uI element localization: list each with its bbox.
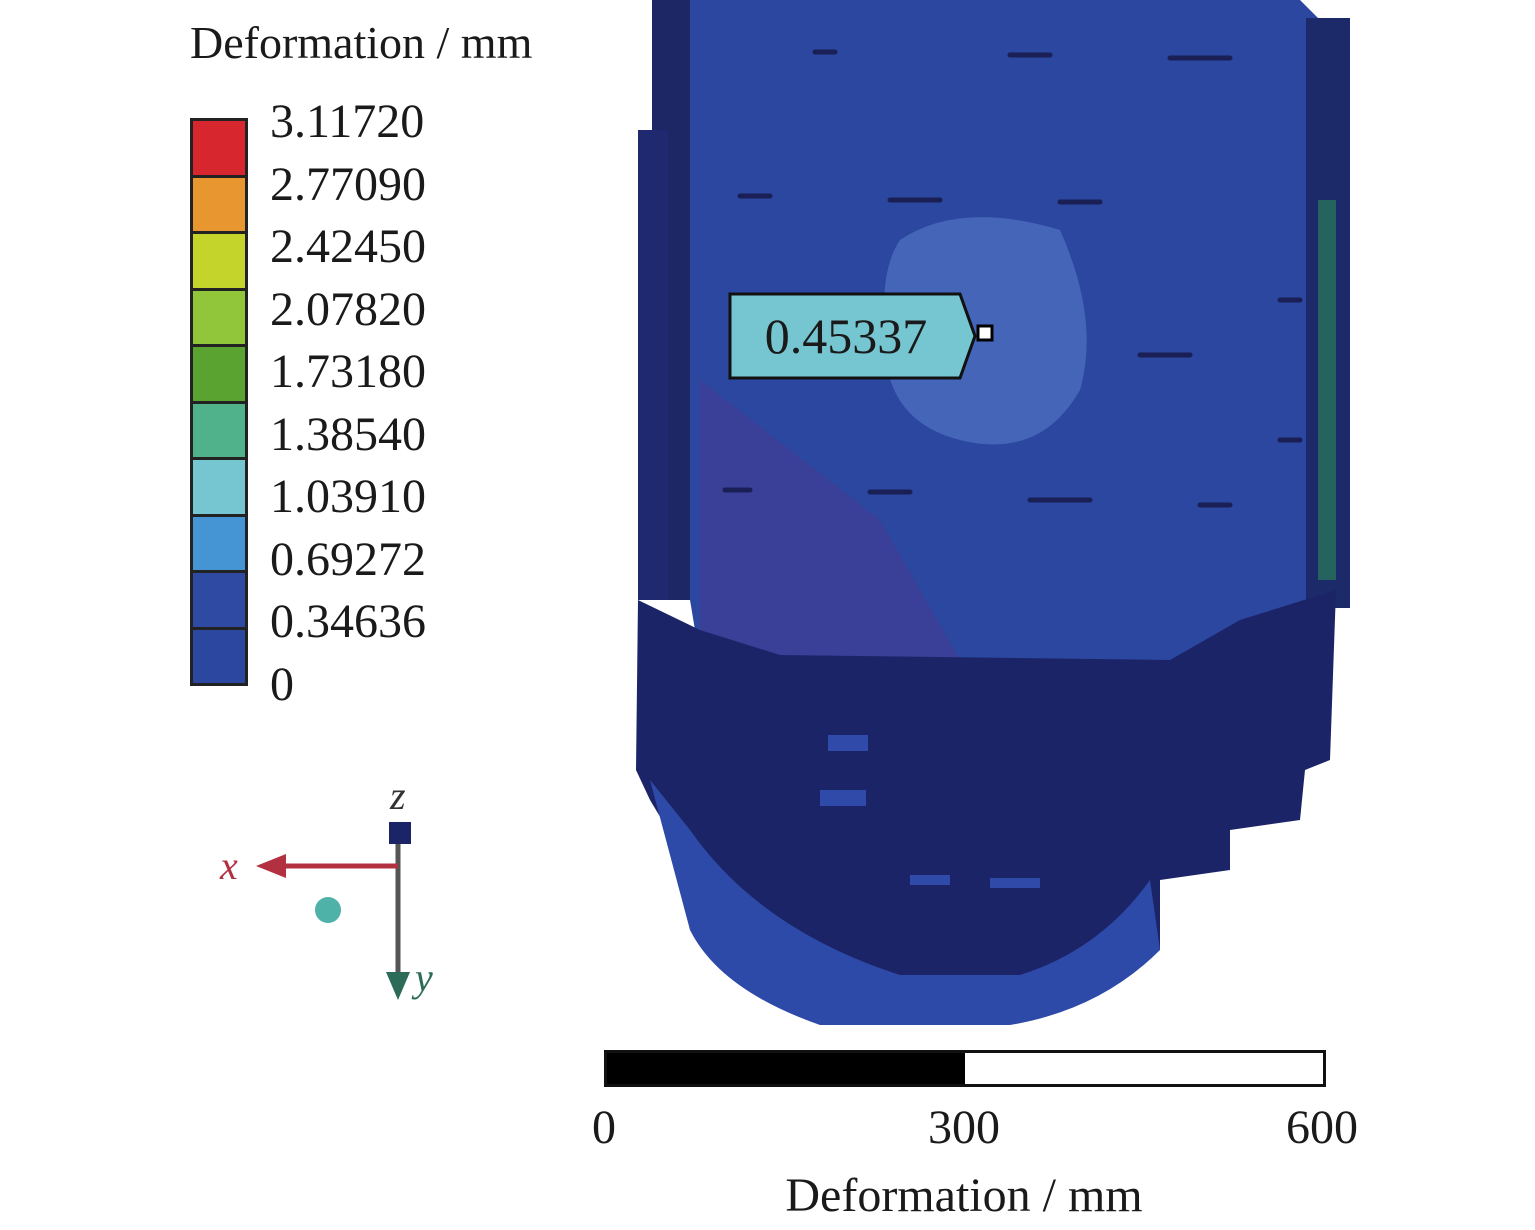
legend-tick-label: 0.34636 [270, 595, 426, 648]
colorbar-swatch [193, 347, 245, 404]
legend-tick-label: 1.03910 [270, 470, 426, 523]
colorbar-swatch [193, 403, 245, 460]
scale-tick-0: 0 [592, 1101, 616, 1154]
colorbar [190, 118, 248, 686]
z-axis-head [389, 822, 411, 844]
legend-tick-label: 0 [270, 657, 294, 711]
legend-tick-label: 1.38540 [270, 407, 426, 461]
probe-value: 0.45337 [764, 308, 928, 364]
colorbar-swatch [193, 629, 245, 683]
legend-tick-label: 2.42450 [270, 220, 426, 273]
legend-tick-label: 3.11720 [270, 95, 425, 148]
scale-tick-600: 600 [1286, 1101, 1358, 1154]
colorbar-swatch [193, 234, 245, 291]
legend-tick-label: 0.69272 [270, 532, 426, 586]
model-body [636, 0, 1350, 1025]
y-axis-arrow [386, 972, 410, 1000]
colorbar-swatch [193, 516, 245, 573]
z-axis-label: z [390, 773, 406, 818]
origin-sphere [315, 897, 341, 923]
probe-marker [976, 324, 994, 342]
legend-tick-label: 2.77090 [270, 157, 426, 211]
legend-title: Deformation / mm [190, 17, 533, 68]
scale-caption: Deformation / mm [785, 1169, 1143, 1222]
legend-tick-label: 1.73180 [270, 345, 426, 398]
y-axis-label: y [415, 955, 433, 1000]
scale-tick-300: 300 [928, 1101, 1000, 1154]
colorbar-swatch [193, 460, 245, 517]
probe-callout [728, 292, 994, 380]
colorbar-swatch [193, 121, 245, 178]
scale-bar [604, 1050, 1326, 1087]
axis-triad [256, 822, 411, 1000]
colorbar-swatch [193, 573, 245, 630]
x-axis-arrow [256, 854, 286, 878]
x-axis-label: x [220, 843, 238, 888]
colorbar-swatch [193, 290, 245, 347]
legend-tick-label: 2.07820 [270, 282, 426, 336]
colorbar-swatch [193, 177, 245, 234]
